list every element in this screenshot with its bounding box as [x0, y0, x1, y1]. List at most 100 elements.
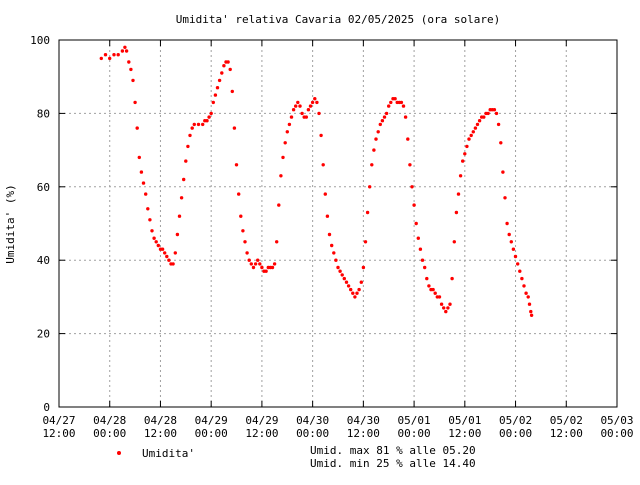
data-point	[454, 210, 459, 215]
x-tick-date: 04/29	[195, 414, 228, 427]
data-point	[213, 93, 218, 97]
data-point	[275, 240, 279, 244]
data-point	[349, 287, 353, 292]
x-tick-date: 04/30	[347, 414, 380, 427]
data-point	[378, 122, 382, 127]
data-point	[442, 306, 446, 310]
data-point	[247, 258, 251, 262]
data-point	[251, 265, 256, 270]
data-point	[234, 163, 239, 167]
data-point	[529, 309, 533, 314]
y-tick-label: 100	[30, 34, 50, 47]
x-tick-time: 00:00	[296, 427, 329, 440]
data-point	[120, 49, 125, 53]
data-point	[272, 262, 277, 266]
data-point	[353, 295, 357, 299]
data-point	[505, 221, 509, 226]
data-point	[492, 108, 497, 112]
data-point	[458, 174, 463, 178]
data-point	[308, 104, 313, 108]
data-point	[207, 115, 211, 119]
data-point	[270, 265, 275, 270]
data-point	[342, 276, 346, 281]
data-point	[516, 262, 520, 266]
x-tick-time: 12:00	[245, 427, 278, 440]
x-tick-date: 04/29	[245, 414, 278, 427]
data-point	[496, 122, 501, 127]
data-point	[317, 111, 321, 116]
data-point	[384, 111, 389, 116]
data-point	[399, 100, 404, 105]
chart-title: Umidita' relativa Cavaria 02/05/2025 (or…	[176, 13, 501, 26]
data-point	[179, 196, 184, 200]
data-point	[507, 232, 511, 237]
data-point	[416, 236, 420, 240]
data-point	[249, 262, 253, 266]
data-point	[323, 192, 327, 196]
x-tick-date: 05/02	[499, 414, 532, 427]
data-point	[372, 148, 376, 152]
data-point	[256, 258, 260, 262]
data-point	[205, 119, 209, 123]
data-point	[327, 232, 332, 237]
data-point	[410, 185, 414, 189]
data-point	[310, 100, 315, 105]
data-point	[357, 287, 361, 292]
data-point	[380, 119, 385, 123]
x-tick-date: 05/01	[398, 414, 431, 427]
data-point	[228, 67, 232, 72]
data-point	[494, 111, 499, 116]
data-point	[281, 155, 285, 160]
data-point	[243, 240, 247, 244]
data-point	[182, 177, 186, 182]
x-tick-date: 04/28	[144, 414, 177, 427]
data-series	[99, 45, 534, 317]
data-point	[264, 269, 268, 273]
data-point	[513, 254, 518, 259]
data-point	[175, 232, 180, 237]
data-point	[112, 53, 116, 57]
data-point	[482, 115, 486, 119]
data-point	[304, 115, 308, 119]
y-axis: 0 20 40 60 80 100	[30, 34, 617, 414]
data-point	[403, 115, 408, 119]
data-point	[167, 258, 171, 262]
data-point	[423, 265, 427, 270]
legend-label: Umidita'	[142, 447, 195, 460]
data-point	[361, 265, 366, 270]
data-point	[401, 104, 406, 108]
data-point	[217, 78, 222, 83]
x-tick-date: 04/27	[42, 414, 75, 427]
data-point	[475, 122, 480, 127]
x-tick-time: 12:00	[347, 427, 380, 440]
data-point	[188, 133, 192, 138]
y-tick-label: 40	[37, 254, 50, 267]
y-tick-label: 20	[37, 328, 50, 341]
data-point	[129, 67, 133, 72]
x-tick-time: 00:00	[398, 427, 431, 440]
data-point	[450, 276, 454, 281]
data-point	[285, 130, 289, 134]
data-point	[150, 229, 154, 233]
data-point	[283, 141, 287, 145]
data-point	[529, 313, 534, 317]
data-point	[418, 247, 423, 251]
data-point	[315, 100, 319, 105]
y-axis-label: Umidita' (%)	[4, 184, 17, 263]
data-point	[524, 291, 528, 295]
data-point	[334, 258, 338, 262]
data-point	[425, 276, 429, 281]
data-point	[477, 119, 482, 123]
y-tick-label: 60	[37, 181, 50, 194]
data-point	[141, 181, 146, 185]
data-point	[215, 86, 220, 90]
x-tick-date: 04/28	[93, 414, 126, 427]
data-point	[279, 174, 283, 178]
y-tick-label: 0	[43, 401, 50, 414]
x-tick-date: 05/01	[448, 414, 481, 427]
data-point	[365, 210, 370, 215]
data-point	[332, 251, 336, 255]
data-point	[287, 122, 292, 127]
data-point	[351, 291, 355, 295]
data-point	[226, 60, 230, 64]
